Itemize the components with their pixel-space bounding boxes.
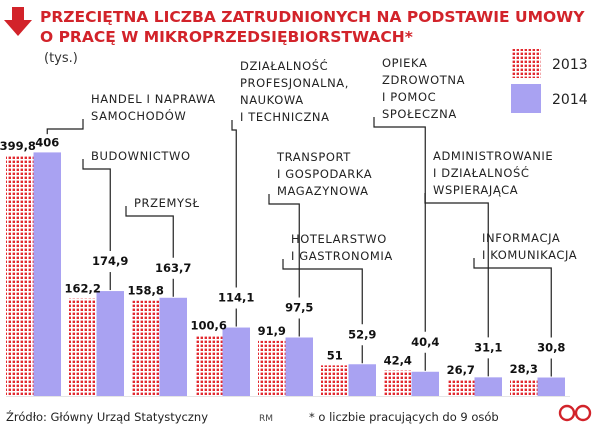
bar-2014 bbox=[222, 327, 250, 396]
bar-2014 bbox=[474, 377, 502, 396]
category-label: I POMOC bbox=[382, 90, 436, 104]
value-label-2013: 28,3 bbox=[510, 362, 538, 376]
category-label: PRZEMYSŁ bbox=[134, 196, 200, 210]
category-label: MAGAZYNOWA bbox=[277, 184, 369, 198]
bar-2014 bbox=[285, 337, 313, 396]
category-label: I TECHNICZNA bbox=[240, 110, 330, 124]
value-label-2014: 174,9 bbox=[92, 254, 128, 268]
category-label: ADMINISTROWANIE bbox=[433, 149, 553, 163]
category-label: OPIEKA bbox=[382, 56, 427, 70]
bar-2013 bbox=[258, 340, 286, 396]
category-label: I KOMUNIKACJA bbox=[482, 248, 577, 262]
category-label: INFORMACJA bbox=[482, 231, 560, 245]
category-leader-line bbox=[424, 193, 489, 338]
category-label: PROFESJONALNA, bbox=[240, 76, 349, 90]
value-label-2013: 91,9 bbox=[258, 324, 286, 338]
value-label-2013: 26,7 bbox=[447, 363, 475, 377]
category-label: BUDOWNICTWO bbox=[91, 149, 191, 163]
category-label: DZIAŁALNOŚĆ bbox=[240, 58, 328, 73]
units-label: (tys.) bbox=[44, 51, 78, 66]
bar-2014 bbox=[537, 377, 565, 396]
category-leader-line bbox=[46, 119, 84, 135]
legend-swatch-2013 bbox=[511, 49, 541, 78]
category-label: I GOSPODARKA bbox=[277, 167, 372, 181]
category-leader-line bbox=[268, 194, 300, 298]
value-label-2014: 406 bbox=[35, 135, 59, 149]
value-label-2014: 40,4 bbox=[411, 335, 439, 349]
bar-2014 bbox=[159, 297, 187, 396]
bar-2013 bbox=[6, 156, 34, 396]
value-label-2013: 100,6 bbox=[191, 319, 227, 333]
plot-area: 399,8 406 HANDEL I NAPRAWA SAMOCHODÓW 162,2 1… bbox=[0, 56, 577, 397]
legend-label-2013: 2013 bbox=[552, 57, 588, 73]
author-initials: RM bbox=[259, 414, 273, 424]
value-label-2013: 162,2 bbox=[65, 282, 101, 296]
legend-label-2014: 2014 bbox=[552, 92, 588, 108]
category-leader-line bbox=[125, 206, 174, 258]
value-label-2014: 52,9 bbox=[348, 327, 376, 341]
value-label-2014: 30,8 bbox=[537, 341, 565, 355]
category-label: I GASTRONOMIA bbox=[291, 249, 393, 263]
value-label-2013: 42,4 bbox=[384, 354, 412, 368]
bar-2013 bbox=[195, 335, 223, 396]
category-label: TRANSPORT bbox=[276, 150, 351, 164]
bar-2013 bbox=[321, 365, 349, 396]
category-leader-line bbox=[231, 120, 237, 288]
category-leader-line bbox=[373, 117, 426, 332]
footnote: * o liczbie pracujących do 9 osób bbox=[309, 410, 499, 424]
bar-2013 bbox=[69, 298, 97, 396]
category-label: WSPIERAJĄCA bbox=[433, 183, 518, 197]
down-arrow-icon bbox=[4, 7, 32, 36]
chart-title-line-2: O PRACĘ W MIKROPRZEDSIĘBIORSTWACH* bbox=[40, 28, 413, 46]
category-label: ZDROWOTNA bbox=[382, 73, 465, 87]
bar-2014 bbox=[33, 152, 61, 396]
value-label-2013: 158,8 bbox=[128, 284, 164, 298]
category-leader-line bbox=[473, 258, 552, 338]
bar-2014 bbox=[411, 371, 439, 396]
bar-2014 bbox=[96, 291, 124, 396]
category-leader-line bbox=[282, 259, 363, 325]
category-label: HOTELARSTWO bbox=[291, 232, 387, 246]
source-note: Źródło: Główny Urząd Statystyczny bbox=[6, 409, 208, 424]
bar-2013 bbox=[510, 379, 538, 396]
chart-title-line-1: PRZECIĘTNA LICZBA ZATRUDNIONYCH NA PODST… bbox=[40, 8, 585, 26]
category-label: NAUKOWA bbox=[240, 93, 304, 107]
value-label-2014: 163,7 bbox=[155, 261, 191, 275]
value-label-2014: 31,1 bbox=[474, 340, 502, 354]
value-label-2013: 399,8 bbox=[0, 139, 36, 153]
category-label: I DZIAŁALNOŚĆ bbox=[433, 165, 530, 180]
bar-2013 bbox=[447, 379, 475, 396]
dgp-logo bbox=[558, 404, 592, 422]
category-leader-line bbox=[82, 159, 111, 252]
category-label: SAMOCHODÓW bbox=[91, 108, 186, 123]
bar-2014 bbox=[348, 364, 376, 396]
legend: 2013 2014 bbox=[511, 49, 588, 113]
value-label-2014: 97,5 bbox=[285, 301, 313, 315]
value-label-2014: 114,1 bbox=[218, 291, 254, 305]
legend-swatch-2014 bbox=[511, 84, 541, 113]
value-label-2013: 51 bbox=[327, 348, 343, 362]
bar-2013 bbox=[384, 370, 412, 396]
category-label: SPOŁECZNA bbox=[382, 107, 457, 121]
category-label: HANDEL I NAPRAWA bbox=[91, 92, 216, 106]
bar-2013 bbox=[132, 300, 160, 396]
